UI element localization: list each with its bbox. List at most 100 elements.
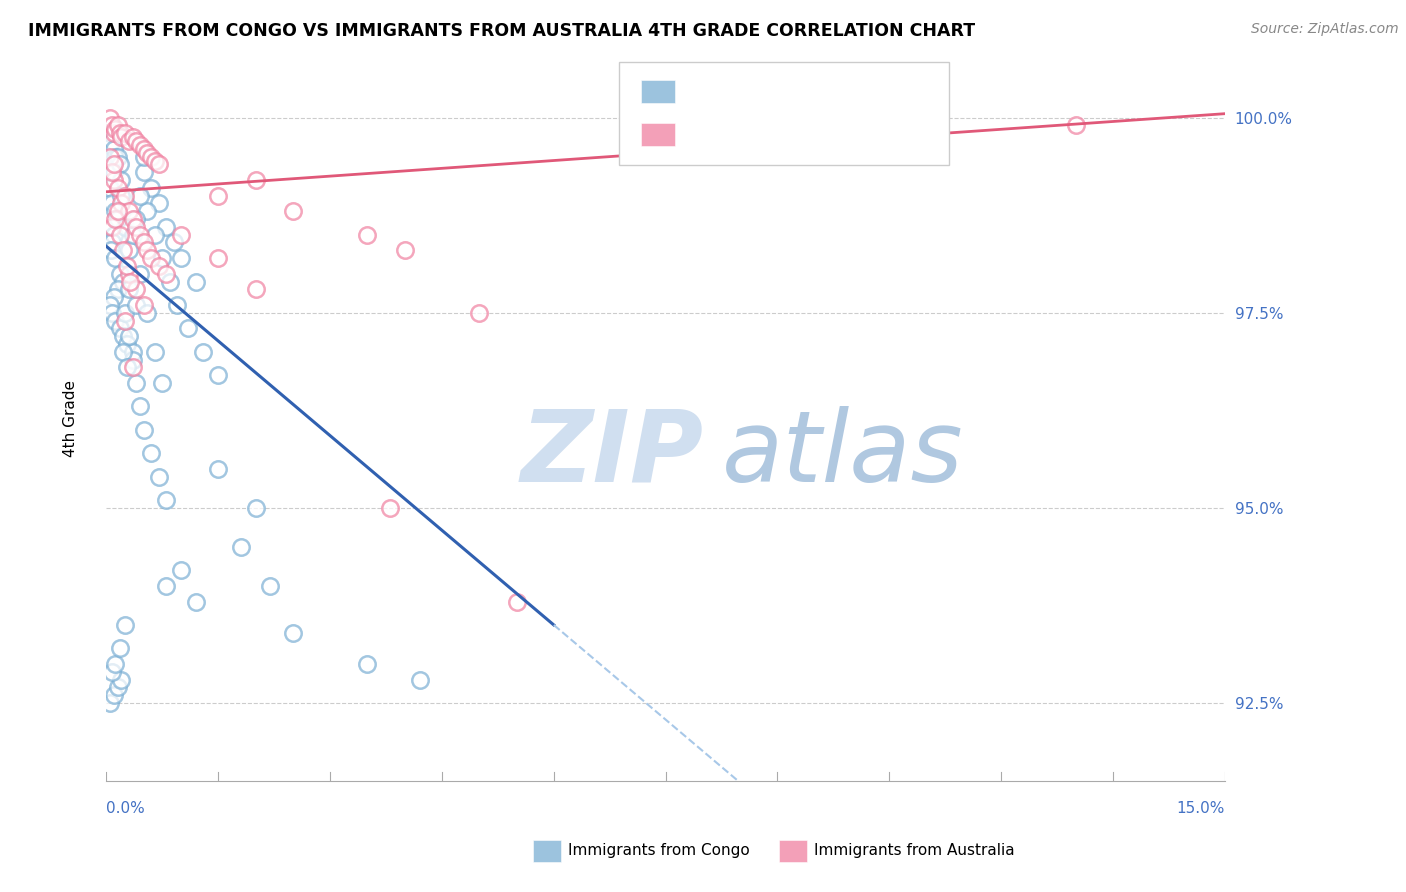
Point	[125, 134, 148, 148]
Point	[177, 321, 200, 335]
Point	[148, 469, 170, 483]
Point	[356, 227, 378, 242]
Point	[107, 282, 129, 296]
Point	[107, 212, 129, 227]
Point	[132, 150, 155, 164]
Point	[107, 181, 129, 195]
Point	[129, 400, 152, 414]
Text: ZIP: ZIP	[520, 406, 703, 503]
Point	[207, 462, 229, 476]
Point	[98, 150, 121, 164]
Point	[141, 251, 163, 265]
Point	[148, 259, 170, 273]
Point	[125, 219, 148, 234]
Point	[125, 298, 148, 312]
Point	[101, 196, 124, 211]
Point	[107, 119, 129, 133]
Point	[155, 493, 177, 508]
Point	[159, 275, 181, 289]
Point	[110, 173, 132, 187]
Text: N = 80: N = 80	[811, 83, 873, 101]
Point	[103, 165, 125, 179]
Point	[136, 145, 159, 160]
Point	[103, 688, 125, 702]
Point	[408, 673, 430, 687]
Point	[98, 111, 121, 125]
Point	[468, 306, 491, 320]
Point	[394, 244, 416, 258]
Point	[114, 618, 136, 632]
Point	[110, 196, 132, 211]
Point	[104, 657, 127, 671]
Point	[120, 275, 142, 289]
Point	[114, 306, 136, 320]
Point	[356, 657, 378, 671]
Point	[114, 188, 136, 202]
Point	[143, 227, 166, 242]
Point	[245, 173, 267, 187]
Point	[107, 681, 129, 695]
Point	[101, 165, 124, 179]
Point	[114, 313, 136, 327]
Point	[121, 227, 143, 242]
Point	[121, 352, 143, 367]
Point	[245, 282, 267, 296]
Text: 0.0%: 0.0%	[107, 801, 145, 815]
Point	[136, 306, 159, 320]
Point	[103, 227, 125, 242]
Point	[155, 219, 177, 234]
Point	[114, 126, 136, 140]
Text: 4th Grade: 4th Grade	[63, 380, 79, 457]
Point	[108, 227, 131, 242]
Point	[98, 126, 121, 140]
Point	[121, 212, 143, 227]
Point	[118, 244, 141, 258]
Point	[104, 313, 127, 327]
Point	[117, 360, 139, 375]
Point	[107, 204, 129, 219]
Point	[103, 173, 125, 187]
Text: R =  0.175: R = 0.175	[685, 126, 782, 144]
Point	[104, 212, 127, 227]
Point	[148, 157, 170, 171]
Point	[148, 196, 170, 211]
Point	[125, 282, 148, 296]
Point	[141, 150, 163, 164]
Text: N = 68: N = 68	[811, 126, 873, 144]
Point	[143, 344, 166, 359]
Point	[132, 423, 155, 437]
Point	[281, 204, 304, 219]
Point	[101, 134, 124, 148]
Point	[121, 360, 143, 375]
Point	[118, 282, 141, 296]
Point	[229, 540, 252, 554]
Point	[132, 165, 155, 179]
Point	[110, 673, 132, 687]
Point	[103, 126, 125, 140]
Point	[166, 298, 188, 312]
Point	[125, 212, 148, 227]
Point	[136, 204, 159, 219]
Point	[245, 500, 267, 515]
Point	[150, 251, 173, 265]
Point	[111, 329, 134, 343]
Point	[207, 251, 229, 265]
Point	[207, 188, 229, 202]
Point	[114, 219, 136, 234]
Point	[150, 376, 173, 390]
Point	[108, 157, 131, 171]
Point	[121, 130, 143, 145]
Text: R = -0.254: R = -0.254	[685, 83, 782, 101]
Point	[110, 130, 132, 145]
Point	[118, 267, 141, 281]
Point	[98, 298, 121, 312]
Point	[117, 337, 139, 351]
Point	[170, 563, 193, 577]
Point	[141, 446, 163, 460]
Point	[98, 696, 121, 710]
Point	[259, 579, 281, 593]
Point	[132, 235, 155, 250]
Point	[118, 134, 141, 148]
Point	[103, 157, 125, 171]
Text: 15.0%: 15.0%	[1177, 801, 1225, 815]
